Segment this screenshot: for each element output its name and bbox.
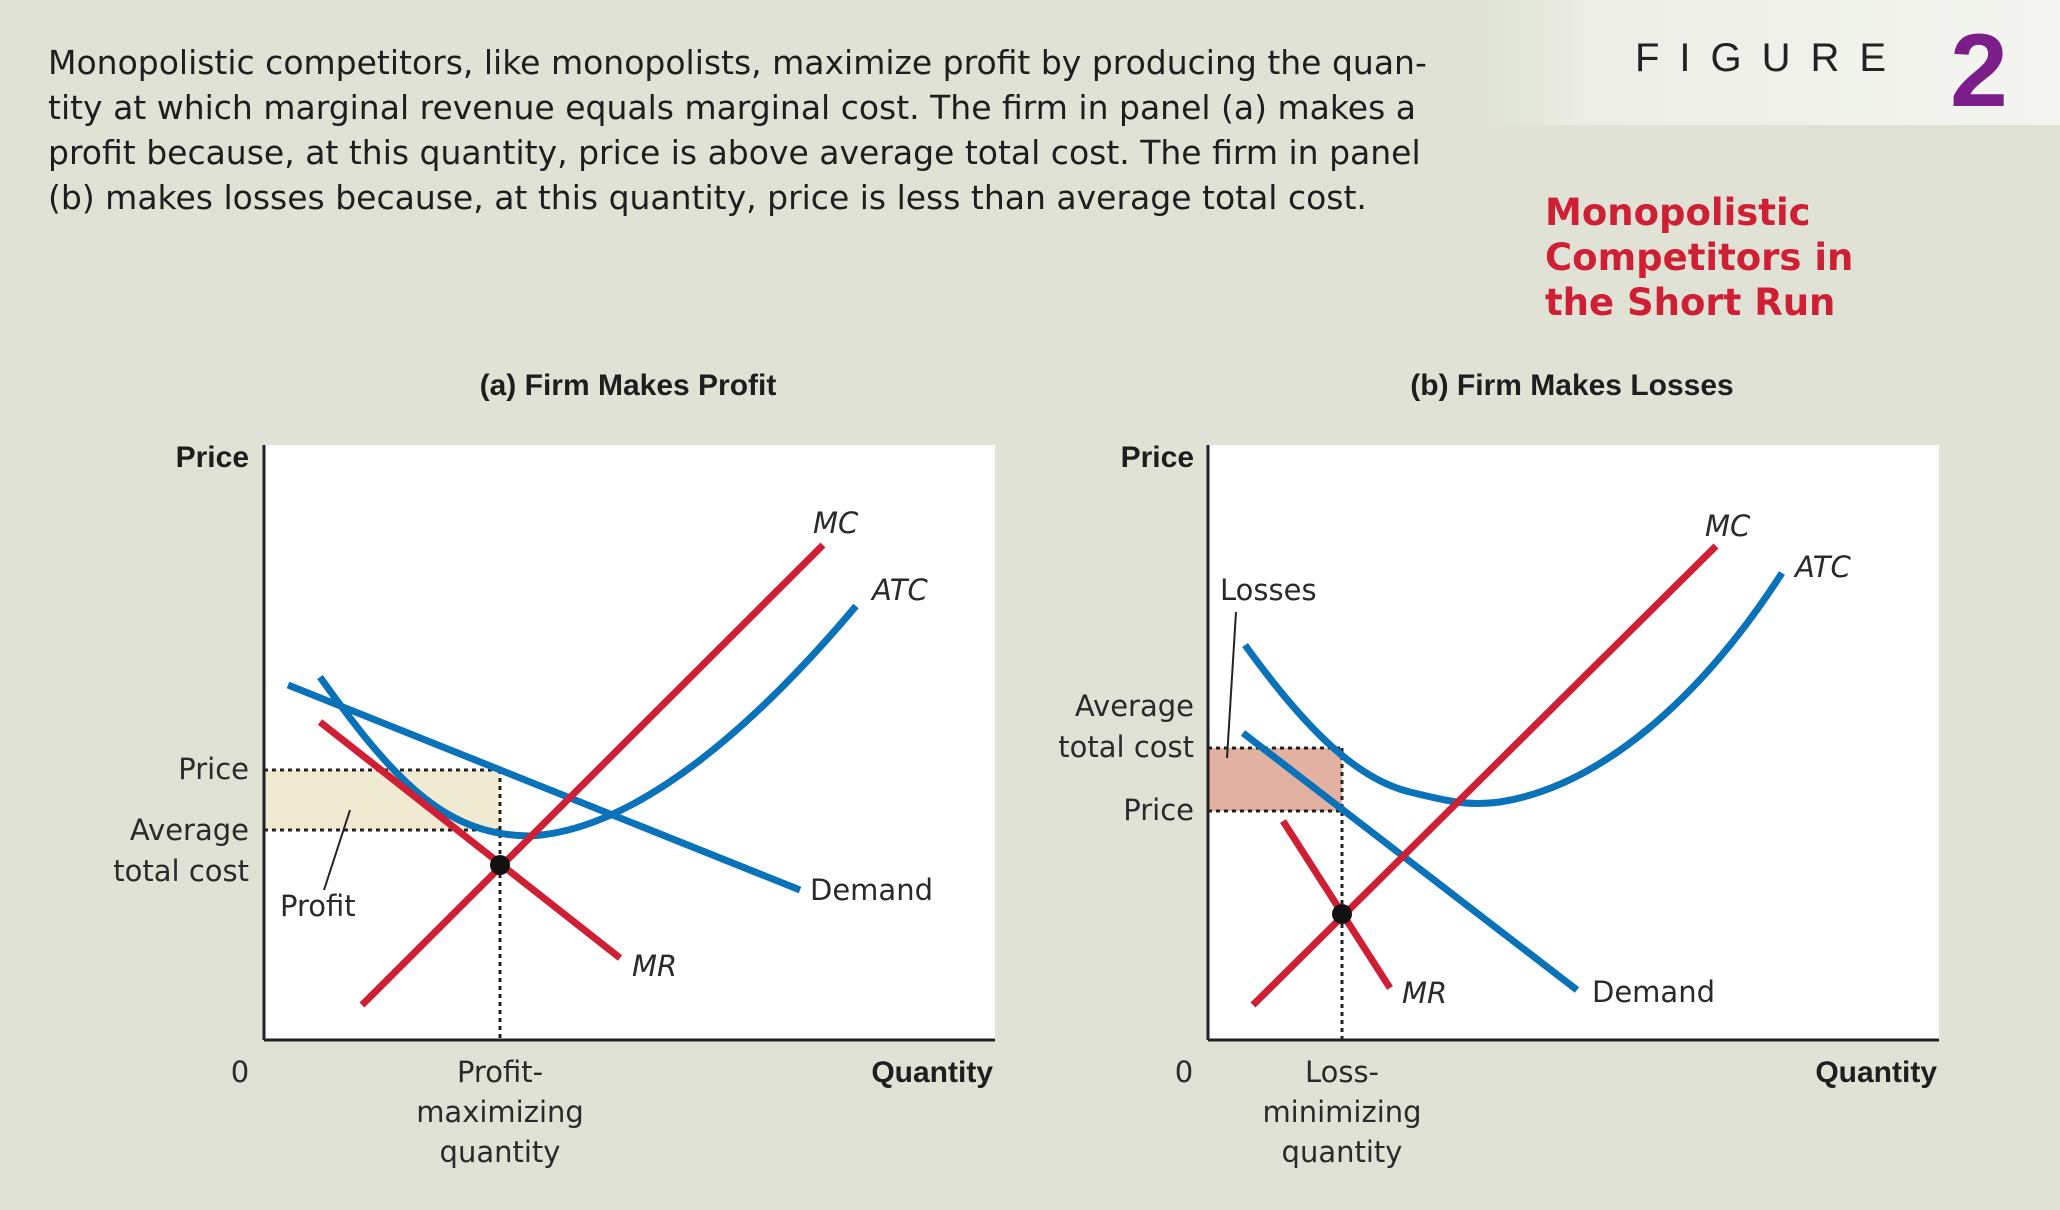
caption-line-1: Monopolistic competitors, like monopolis… (48, 43, 1427, 82)
panel-a-y-axis-title: Price (176, 441, 249, 474)
figure-title-line-1: Monopolistic (1545, 191, 1811, 234)
panel-b-mr-curve (1280, 819, 1393, 990)
panel-a-x-axis-title: Quantity (871, 1056, 993, 1089)
panel-a-demand-curve (286, 681, 802, 894)
panel-a-mr-mc-point (490, 855, 510, 875)
panel-b-quantity-label-line-2: minimizing (1262, 1095, 1421, 1129)
caption-line-4: (b) makes losses because, at this quanti… (48, 178, 1367, 217)
panel-a-profit-pointer (323, 809, 351, 891)
panel-a-atc-label-line-1: Average (130, 813, 249, 847)
panel-b-mc-curve (1250, 543, 1719, 1008)
panel-b-demand-curve (1240, 730, 1580, 993)
panel-a-quantity-label-line-3: quantity (440, 1135, 561, 1169)
panel-b-title: (b) Firm Makes Losses (1410, 369, 1733, 402)
panel-b-quantity-label-line-3: quantity (1282, 1135, 1403, 1169)
panel-a-origin: 0 (231, 1055, 249, 1089)
figure-number: 2 (1950, 13, 2008, 129)
figure-title-line-2: Competitors in (1545, 236, 1854, 279)
panel-a-mr-label: MR (632, 949, 677, 983)
figure-title-line-3: the Short Run (1545, 281, 1836, 324)
panel-a-demand-label: Demand (810, 873, 933, 907)
panel-b-atc-label-line-2: total cost (1058, 730, 1194, 764)
panel-b-atc-curve (1242, 571, 1785, 807)
panel-a-mc-label: MC (813, 506, 859, 540)
panel-b-price-label: Price (1123, 793, 1194, 827)
panel-b: (b) Firm Makes Losses Price Quantity 0 A… (1058, 369, 1939, 1169)
panel-b-plot-area (1208, 445, 1939, 1040)
panel-a: (a) Firm Makes Profit Price Quantity 0 P… (113, 369, 995, 1169)
panel-a-quantity-label-line-1: Profit- (457, 1055, 543, 1089)
panel-b-quantity-label-line-1: Loss- (1305, 1055, 1379, 1089)
panel-b-mr-mc-point (1332, 904, 1352, 924)
panel-a-title: (a) Firm Makes Profit (480, 369, 777, 402)
panel-b-x-axis-title: Quantity (1815, 1056, 1937, 1089)
panel-b-atc-label-line-1: Average (1075, 689, 1194, 723)
panel-a-atc-label: ATC (870, 573, 928, 607)
figure-caption: Monopolistic competitors, like monopolis… (48, 40, 1478, 220)
panel-b-mr-label: MR (1402, 976, 1447, 1010)
panel-b-losses-label: Losses (1220, 573, 1317, 607)
panel-a-mc-curve (359, 542, 826, 1008)
panel-b-mc-label: MC (1705, 509, 1751, 543)
panel-b-origin: 0 (1175, 1055, 1193, 1089)
panel-b-y-axis-title: Price (1121, 441, 1194, 474)
panel-a-atc-curve (317, 603, 859, 840)
caption-line-3: profit because, at this quantity, price … (48, 133, 1421, 172)
panel-a-mr-curve (317, 719, 623, 961)
panel-b-atc-label: ATC (1793, 550, 1851, 584)
panel-a-atc-label-line-2: total cost (113, 854, 249, 888)
panel-a-price-label: Price (178, 752, 249, 786)
figure-word: FIGURE (1635, 36, 1907, 80)
panel-a-profit-label: Profit (280, 889, 356, 923)
figure-label-box (1480, 0, 2060, 125)
figure-title: Monopolistic Competitors in the Short Ru… (1545, 190, 1965, 325)
panel-b-demand-label: Demand (1592, 975, 1715, 1009)
panel-b-losses-pointer (1226, 611, 1237, 759)
caption-line-2: tity at which marginal revenue equals ma… (48, 88, 1417, 127)
panel-a-quantity-label-line-2: maximizing (416, 1095, 584, 1129)
